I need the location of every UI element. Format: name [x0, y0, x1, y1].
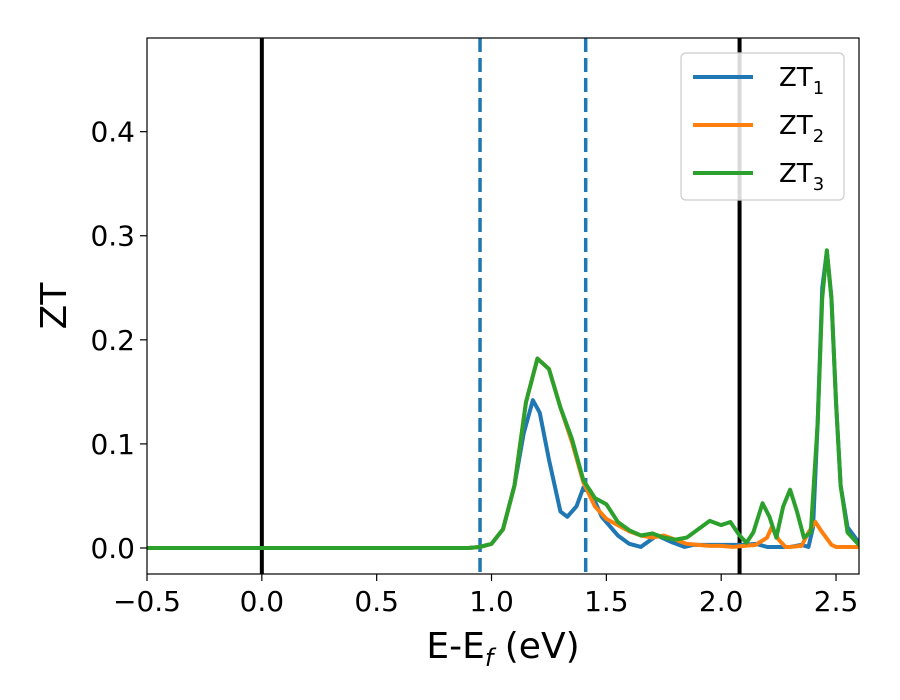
y-tick-label: 0.1 — [90, 428, 135, 461]
x-tick-label: −0.5 — [113, 585, 181, 618]
legend-label-zt2: ZT2 — [779, 111, 824, 147]
x-tick-label: 2.0 — [699, 585, 744, 618]
x-tick-label: 1.5 — [584, 585, 629, 618]
legend: ZT1 ZT2 ZT3 — [680, 52, 845, 201]
plot-frame — [146, 37, 860, 575]
y-tick-label: 0.4 — [90, 116, 135, 149]
x-axis: −0.5 0.0 0.5 1.0 1.5 2.0 2.5 — [113, 574, 858, 618]
legend-box — [680, 52, 845, 201]
series-line-zt3 — [147, 248, 859, 550]
x-tick-label: 0.5 — [354, 585, 399, 618]
legend-label-zt3: ZT3 — [779, 159, 824, 195]
y-tick-label: 0.3 — [90, 220, 135, 253]
x-tick-label: 2.5 — [814, 585, 859, 618]
x-tick-label: 0.0 — [240, 585, 285, 618]
y-tick-label: 0.2 — [90, 324, 135, 357]
x-axis-label: E-Ef (eV) — [426, 626, 579, 672]
x-tick-label: 1.0 — [469, 585, 514, 618]
series-line-zt1 — [147, 249, 859, 550]
y-axis-label: ZT — [34, 282, 75, 330]
series-line-zt2 — [147, 356, 859, 550]
legend-label-zt1: ZT1 — [779, 63, 824, 99]
y-axis: 0.0 0.1 0.2 0.3 0.4 — [90, 116, 147, 565]
y-tick-label: 0.0 — [90, 532, 135, 565]
